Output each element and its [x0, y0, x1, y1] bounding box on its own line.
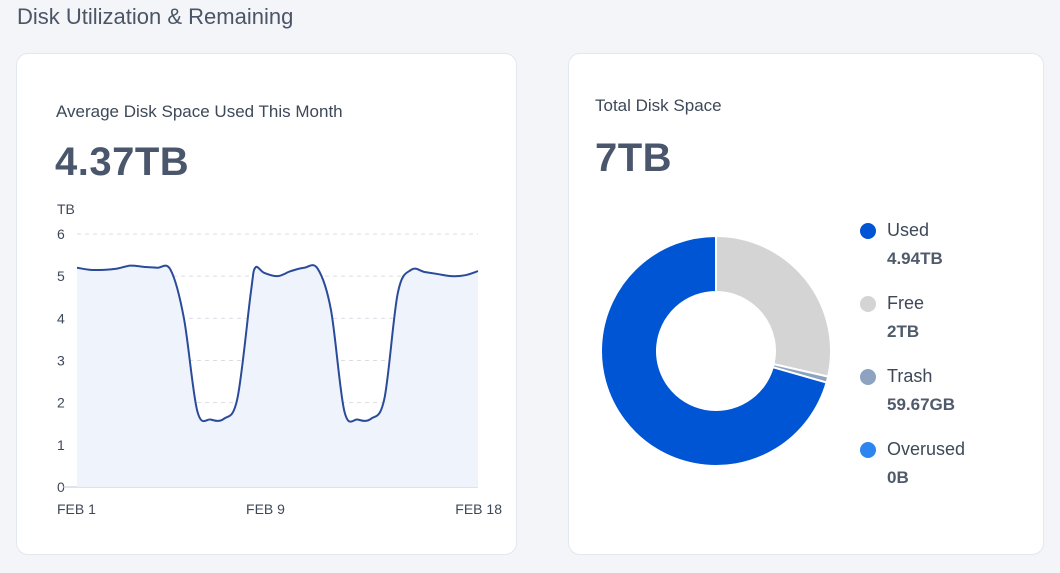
series-area-fill — [77, 265, 478, 487]
average-disk-space-label: Average Disk Space Used This Month — [56, 102, 343, 121]
legend-overused-label: Overused — [887, 439, 966, 459]
legend-trash-swatch — [860, 369, 876, 385]
y-tick-label: 2 — [57, 395, 65, 411]
total-disk-space-card: Total Disk Space 7TB Used 4.94TB Free 2T… — [568, 53, 1044, 555]
disk-usage-line-chart: TB 0 1 2 3 4 5 6 FEB 1 FEB 9 FEB 18 — [57, 201, 502, 517]
y-tick-label: 0 — [57, 479, 65, 495]
section-title: Disk Utilization & Remaining — [17, 4, 294, 29]
y-tick-label: 6 — [57, 226, 65, 242]
legend-free-label: Free — [887, 293, 925, 313]
y-tick-label: 5 — [57, 268, 65, 284]
y-tick-label: 4 — [57, 310, 65, 326]
legend-used-label: Used — [887, 220, 930, 240]
legend-trash-value: 59.67GB — [887, 395, 956, 414]
average-disk-space-card: Average Disk Space Used This Month 4.37T… — [16, 53, 517, 555]
legend-used-value: 4.94TB — [887, 249, 943, 268]
legend-trash-label: Trash — [887, 366, 933, 386]
legend-overused-value: 0B — [887, 468, 909, 487]
y-axis-unit-label: TB — [57, 201, 75, 217]
total-disk-space-value: 7TB — [595, 136, 673, 180]
legend-used-swatch — [860, 223, 876, 239]
average-disk-space-value: 4.37TB — [55, 140, 190, 184]
donut-slice-used — [600, 234, 828, 467]
total-disk-space-label: Total Disk Space — [595, 96, 722, 115]
x-tick-label: FEB 9 — [246, 501, 285, 517]
series-line — [76, 264, 479, 423]
donut-slice-free — [715, 234, 832, 378]
y-tick-label: 1 — [57, 437, 65, 453]
disk-space-donut-chart — [600, 234, 832, 467]
y-tick-label: 3 — [57, 353, 65, 369]
x-tick-label: FEB 1 — [57, 501, 96, 517]
x-tick-label: FEB 18 — [455, 501, 502, 517]
legend-free-swatch — [860, 296, 876, 312]
legend-overused-swatch — [860, 442, 876, 458]
legend-free-value: 2TB — [887, 322, 920, 341]
